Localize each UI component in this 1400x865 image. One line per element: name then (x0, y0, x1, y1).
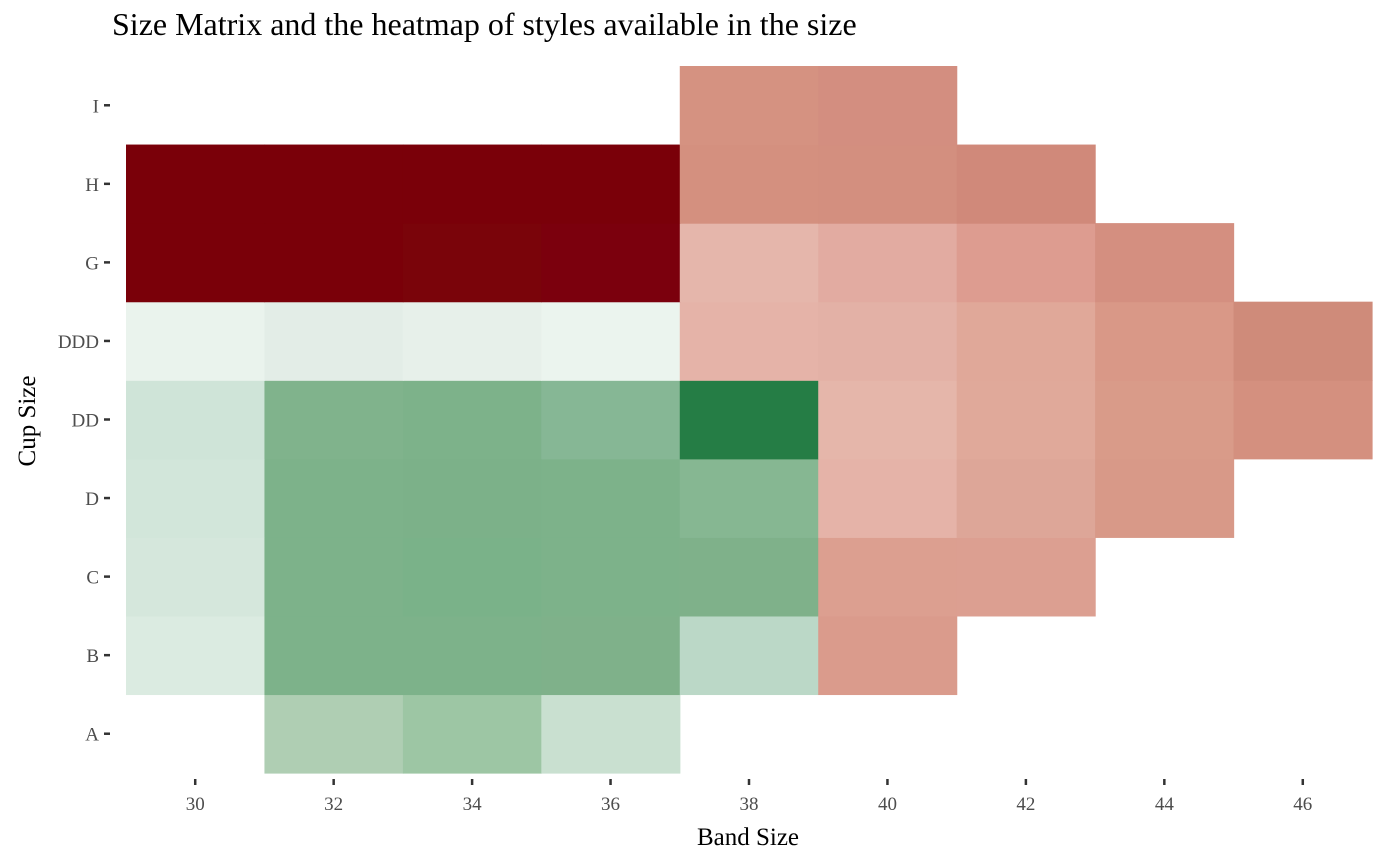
heatmap-cell-34-d (402, 458, 542, 538)
heatmap-cell-32-c (264, 537, 404, 617)
heatmap-cell-38-b (679, 615, 819, 696)
x-tick-label: 36 (601, 794, 620, 815)
x-tick-label: 38 (740, 794, 759, 815)
heatmap-cell-42-ddd (956, 301, 1096, 381)
heatmap-cell-30-g (126, 223, 266, 303)
y-tick-label: A (85, 725, 99, 746)
y-tick-label: B (86, 646, 99, 667)
y-tick-label: H (85, 175, 99, 196)
heatmap-cell-34-h (402, 144, 542, 224)
heatmap-cell-36-a (541, 694, 681, 774)
heatmap-cell-46-ddd (1233, 301, 1373, 381)
heatmap-cell-40-dd (818, 380, 958, 460)
x-tick-label: 40 (878, 794, 897, 815)
heatmap-cell-38-g (679, 223, 819, 303)
heatmap-cell-30-c (126, 537, 266, 617)
heatmap-cell-40-ddd (818, 301, 958, 381)
heatmap-cells (126, 66, 1373, 774)
y-tick-label: G (85, 253, 99, 274)
heatmap-cell-32-dd (264, 380, 404, 460)
heatmap-cell-36-b (541, 615, 681, 696)
heatmap-cell-40-i (818, 66, 958, 146)
heatmap-cell-36-g (541, 223, 681, 303)
heatmap-cell-32-h (264, 144, 404, 224)
heatmap-cell-32-d (264, 458, 404, 538)
heatmap-cell-46-dd (1233, 380, 1373, 460)
heatmap-cell-32-ddd (264, 301, 404, 381)
heatmap-cell-40-d (818, 458, 958, 538)
heatmap-cell-38-ddd (679, 301, 819, 381)
x-tick-label: 30 (186, 794, 205, 815)
heatmap-cell-42-d (956, 458, 1096, 538)
heatmap-cell-34-g (402, 223, 542, 303)
heatmap-cell-44-g (1095, 223, 1235, 303)
heatmap-cell-32-g (264, 223, 404, 303)
y-tick-label: I (93, 96, 99, 117)
heatmap-cell-30-ddd (126, 301, 266, 381)
x-tick-label: 32 (324, 794, 343, 815)
x-axis-title: Band Size (697, 824, 799, 851)
heatmap-cell-38-dd (679, 380, 819, 460)
chart-title: Size Matrix and the heatmap of styles av… (112, 6, 857, 42)
heatmap-cell-44-d (1095, 458, 1235, 538)
heatmap-cell-36-dd (541, 380, 681, 460)
y-axis-title: Cup Size (14, 376, 41, 467)
heatmap-cell-42-dd (956, 380, 1096, 460)
x-tick-label: 34 (463, 794, 483, 815)
heatmap-cell-36-c (541, 537, 681, 617)
heatmap-cell-42-h (956, 144, 1096, 224)
heatmap-cell-36-h (541, 144, 681, 224)
heatmap-cell-32-a (264, 694, 404, 774)
x-tick-label: 42 (1016, 794, 1035, 815)
heatmap-cell-42-c (956, 537, 1096, 617)
heatmap-cell-40-g (818, 223, 958, 303)
heatmap-cell-36-ddd (541, 301, 681, 381)
x-tick-label: 44 (1155, 794, 1175, 815)
heatmap-cell-44-dd (1095, 380, 1235, 460)
heatmap-cell-34-c (402, 537, 542, 617)
y-tick-label: DD (72, 411, 99, 432)
x-axis: 30 32 34 36 38 40 42 44 46 (186, 779, 1312, 815)
heatmap-cell-30-dd (126, 380, 266, 460)
heatmap-cell-36-d (541, 458, 681, 538)
heatmap-cell-38-d (679, 458, 819, 538)
x-tick-label: 46 (1293, 794, 1312, 815)
y-tick-label: C (86, 568, 99, 589)
heatmap-cell-44-ddd (1095, 301, 1235, 381)
heatmap-cell-40-c (818, 537, 958, 617)
heatmap-cell-38-h (679, 144, 819, 224)
heatmap-cell-30-b (126, 615, 266, 696)
heatmap-cell-34-b (402, 615, 542, 696)
heatmap-cell-30-d (126, 458, 266, 538)
heatmap-cell-34-a (402, 694, 542, 774)
heatmap-cell-40-h (818, 144, 958, 224)
heatmap-cell-38-c (679, 537, 819, 617)
heatmap-cell-34-dd (402, 380, 542, 460)
heatmap-cell-38-i (679, 66, 819, 146)
y-tick-label: DDD (58, 332, 99, 353)
heatmap-cell-30-h (126, 144, 266, 224)
y-tick-label: D (85, 489, 99, 510)
heatmap-cell-42-g (956, 223, 1096, 303)
heatmap-cell-32-b (264, 615, 404, 696)
heatmap-cell-34-ddd (402, 301, 542, 381)
heatmap-cell-40-b (818, 615, 958, 696)
